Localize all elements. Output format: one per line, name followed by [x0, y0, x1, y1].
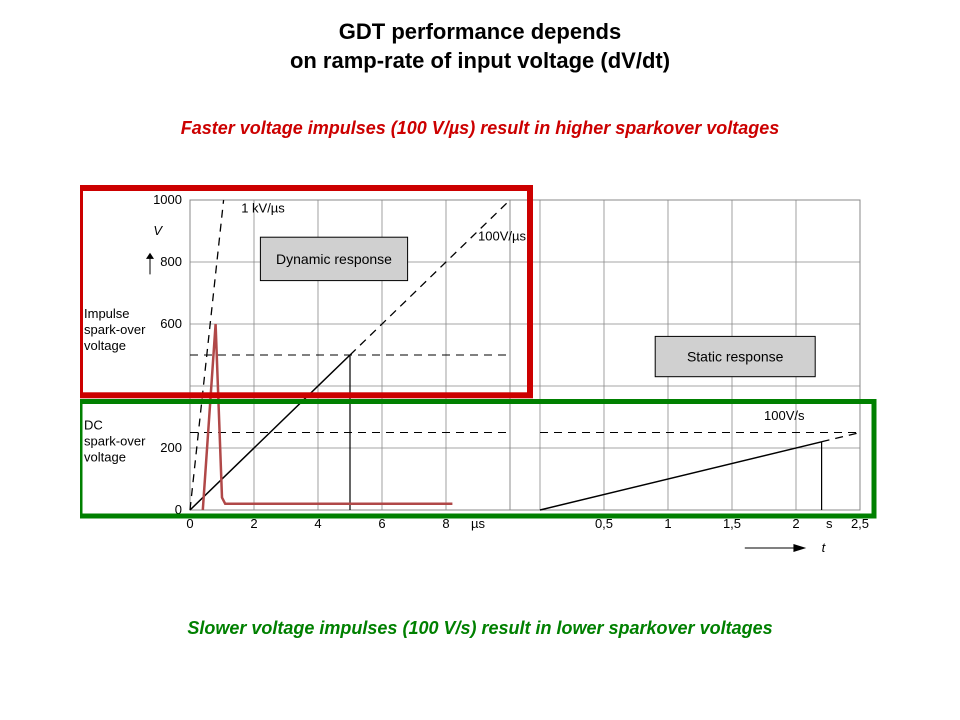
svg-text:200: 200 — [160, 440, 182, 455]
top-caption: Faster voltage impulses (100 V/µs) resul… — [0, 118, 960, 139]
title-line1: GDT performance depends — [0, 18, 960, 47]
svg-text:voltage: voltage — [84, 338, 126, 353]
svg-text:spark-over: spark-over — [84, 322, 146, 337]
svg-text:Static response: Static response — [687, 349, 784, 365]
bottom-caption: Slower voltage impulses (100 V/s) result… — [0, 618, 960, 639]
svg-text:voltage: voltage — [84, 449, 126, 464]
title-line2: on ramp-rate of input voltage (dV/dt) — [0, 47, 960, 76]
svg-text:1 kV/µs: 1 kV/µs — [241, 200, 285, 215]
chart-container: 02006008001000VImpulsespark-overvoltageD… — [80, 180, 880, 560]
svg-text:100V/µs: 100V/µs — [478, 228, 526, 243]
svg-text:800: 800 — [160, 254, 182, 269]
svg-text:Dynamic response: Dynamic response — [276, 251, 392, 267]
svg-text:t: t — [822, 540, 827, 555]
svg-text:Impulse: Impulse — [84, 306, 130, 321]
chart-svg: 02006008001000VImpulsespark-overvoltageD… — [80, 180, 880, 560]
svg-text:V: V — [153, 223, 163, 238]
svg-text:100V/s: 100V/s — [764, 408, 805, 423]
svg-text:DC: DC — [84, 417, 103, 432]
svg-text:600: 600 — [160, 316, 182, 331]
svg-text:1000: 1000 — [153, 192, 182, 207]
svg-text:spark-over: spark-over — [84, 433, 146, 448]
